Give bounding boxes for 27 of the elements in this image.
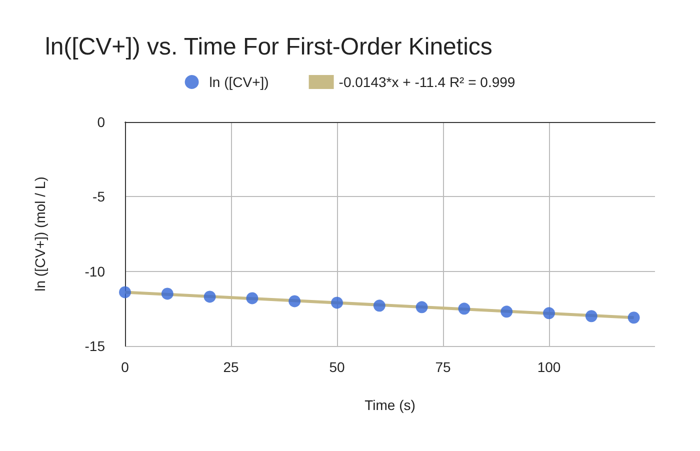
x-tick-label: 0 xyxy=(121,359,130,375)
point xyxy=(543,307,555,320)
point xyxy=(288,295,301,308)
y-tick-label: -10 xyxy=(84,263,106,280)
point xyxy=(458,302,470,315)
x-axis-title: Time (s) xyxy=(364,397,416,413)
legend-label: -0.0143*x + -11.4 R² = 0.999 xyxy=(338,74,516,90)
point xyxy=(161,288,174,300)
chart-title: ln([CV+]) vs. Time For First-Order Kinetics xyxy=(45,34,492,60)
y-tick-label: -15 xyxy=(84,338,106,354)
point xyxy=(585,310,598,322)
x-tick-label: 25 xyxy=(223,359,239,375)
point xyxy=(373,300,386,312)
point xyxy=(119,286,131,298)
y-tick-label: 0 xyxy=(97,114,106,130)
x-tick-label: 100 xyxy=(537,359,561,375)
point xyxy=(416,301,428,314)
x-tick-label: 75 xyxy=(435,359,451,375)
y-tick-label: -5 xyxy=(92,188,106,205)
x-tick-label: 50 xyxy=(329,359,345,375)
legend-label: ln ([CV+]) xyxy=(209,74,269,90)
point xyxy=(204,290,216,303)
point xyxy=(331,296,343,309)
point xyxy=(500,306,513,318)
y-axis-title: ln ([CV+]) (mol / L) xyxy=(32,176,48,292)
point xyxy=(628,312,640,324)
point xyxy=(246,292,258,304)
